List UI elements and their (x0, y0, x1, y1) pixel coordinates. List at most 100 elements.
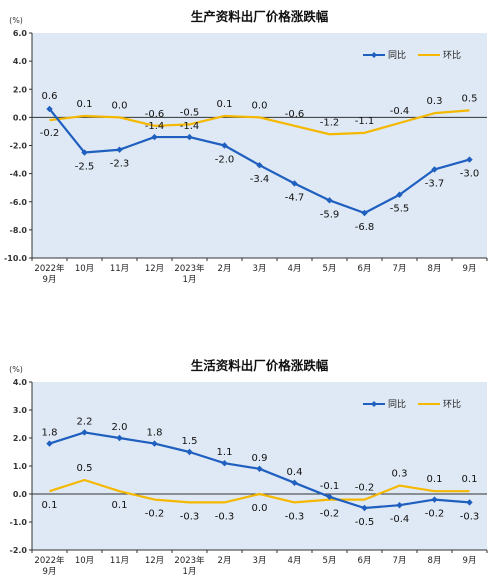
data-point-marker (256, 161, 263, 169)
x-tick-label: 9月 (463, 556, 477, 566)
data-label: -2.0 (215, 155, 235, 166)
y-tick-label: -2.0 (10, 546, 28, 555)
data-label: -1.2 (320, 117, 340, 128)
data-point-marker (186, 448, 193, 456)
data-label: -0.4 (390, 106, 410, 117)
x-tick-label: 10月 (75, 556, 94, 566)
data-label: 1.1 (217, 447, 233, 458)
data-point-marker (361, 504, 368, 512)
data-label: 0.1 (217, 99, 233, 110)
x-tick-label: 7月 (393, 556, 407, 566)
data-label: -0.3 (285, 511, 305, 522)
legend-label: 环比 (443, 398, 461, 410)
data-label: 0.1 (77, 99, 93, 110)
data-point-marker (46, 440, 53, 447)
data-label: -0.2 (425, 509, 445, 520)
data-label: 0.1 (112, 500, 128, 511)
x-tick-label: 6月 (358, 556, 372, 566)
data-label: -5.9 (320, 209, 340, 220)
data-label: -1.4 (180, 121, 200, 132)
data-label: -4.7 (285, 192, 305, 203)
data-point-marker (81, 429, 88, 436)
data-label: -3.0 (460, 169, 480, 180)
x-tick-label: 2月 (218, 264, 232, 274)
data-point-marker (221, 142, 228, 149)
data-point-marker (116, 434, 123, 442)
x-tick-label: 9月 (43, 567, 57, 577)
legend-label: 同比 (388, 398, 406, 410)
data-point-marker (326, 197, 333, 204)
x-tick-label: 9月 (43, 275, 57, 285)
x-tick-label: 7月 (393, 264, 407, 274)
x-tick-label: 2022年 (34, 263, 65, 274)
data-point-marker (291, 180, 298, 187)
data-label: 0.4 (287, 467, 303, 478)
data-label: -0.3 (180, 511, 200, 522)
y-tick-label: 4.0 (13, 378, 28, 387)
x-tick-label: 4月 (288, 264, 302, 274)
legend-label: 同比 (388, 49, 406, 61)
chart-living-materials: 生活资料出厂价格涨跌幅 (%) 4.0 3.0 2.0 1.0 0.0 -1.0 -2.0 202… (0, 355, 500, 585)
y-tick-label: 0.0 (13, 113, 28, 122)
data-label: -1.1 (355, 116, 375, 127)
chart-title: 生产资料出厂价格涨跌幅 (191, 9, 329, 24)
data-label: 1.8 (42, 428, 58, 439)
data-label: -0.5 (180, 107, 200, 118)
data-point-marker (256, 465, 263, 472)
data-point-marker (431, 166, 438, 173)
data-point-marker (81, 149, 88, 156)
data-point-marker (466, 156, 473, 163)
data-label: -1.4 (145, 121, 165, 132)
data-point-marker (431, 496, 438, 503)
data-label: 1.8 (147, 428, 163, 439)
data-point-marker (291, 479, 298, 486)
data-label: 0.5 (77, 463, 93, 474)
data-point-marker (466, 499, 473, 506)
data-point-marker (186, 133, 193, 141)
x-tick-label: 3月 (253, 264, 267, 274)
plot-area (32, 33, 487, 258)
y-tick-label: -6.0 (10, 198, 28, 207)
x-tick-label: 2月 (218, 556, 232, 566)
data-label: -0.3 (460, 511, 480, 522)
data-label: -0.2 (320, 509, 340, 520)
data-label: -0.2 (355, 483, 375, 494)
x-tick-label: 2022年 (34, 555, 65, 566)
data-label: 2.2 (77, 416, 93, 427)
data-label: 0.5 (462, 93, 478, 104)
data-point-marker (396, 191, 403, 198)
data-label: -2.3 (110, 159, 130, 170)
data-label: -3.7 (425, 178, 445, 189)
x-tick-label: 11月 (110, 264, 129, 274)
legend-label: 环比 (443, 49, 461, 61)
y-tick-label: 3.0 (13, 406, 28, 415)
data-label: 0.9 (252, 453, 268, 464)
data-label: -3.4 (250, 174, 270, 185)
y-tick-label: 4.0 (13, 57, 28, 66)
x-tick-label: 10月 (75, 264, 94, 274)
data-point-marker (151, 440, 158, 447)
data-label: -0.5 (355, 517, 375, 528)
x-tick-label: 2023年 (174, 555, 205, 566)
chart-svg: 生活资料出厂价格涨跌幅 (%) 4.0 3.0 2.0 1.0 0.0 -1.0 -2.0 202… (9, 358, 488, 577)
data-label: -0.6 (285, 109, 305, 120)
x-tick-label: 5月 (323, 264, 337, 274)
data-point-marker (326, 493, 333, 500)
y-tick-label: -2.0 (10, 142, 28, 151)
series-line-mom (49, 478, 470, 504)
data-label: -2.5 (75, 162, 95, 173)
x-tick-label: 12月 (145, 264, 164, 274)
data-point-marker (116, 146, 123, 153)
data-label: 0.1 (427, 474, 443, 485)
x-tick-label: 1月 (183, 275, 197, 285)
y-tick-label: -1.0 (10, 518, 28, 527)
y-tick-label: 2.0 (13, 85, 28, 94)
x-tick-label: 6月 (358, 264, 372, 274)
data-label: -0.2 (40, 128, 60, 139)
data-point-marker (221, 460, 228, 467)
data-label: -0.3 (215, 511, 235, 522)
data-label: -0.4 (390, 514, 410, 525)
data-label: 0.3 (427, 96, 443, 107)
data-point-marker (396, 502, 403, 509)
